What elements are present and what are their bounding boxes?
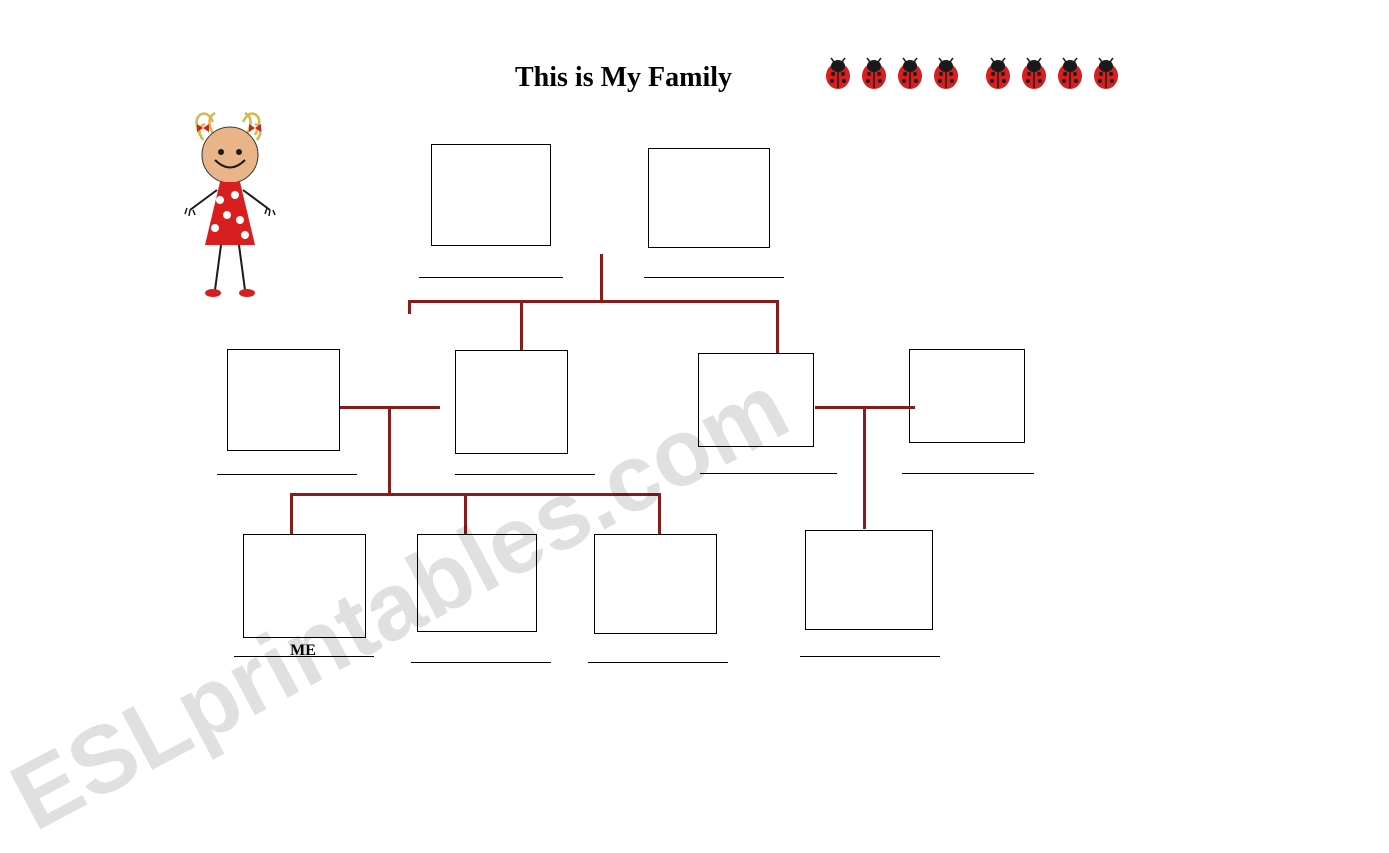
parent-box-4 bbox=[909, 349, 1025, 443]
connector bbox=[290, 493, 293, 534]
child-box-4 bbox=[805, 530, 933, 630]
connector bbox=[388, 406, 391, 495]
connector bbox=[863, 406, 866, 529]
parent-box-2 bbox=[455, 350, 568, 454]
parent-line-4 bbox=[902, 473, 1034, 474]
me-label: ME bbox=[278, 642, 328, 660]
parent-line-1 bbox=[217, 474, 357, 475]
connector bbox=[658, 493, 661, 534]
grandparent-box-2 bbox=[648, 148, 770, 248]
child-box-me bbox=[243, 534, 366, 638]
connector bbox=[776, 300, 779, 353]
grandparent-line-1 bbox=[419, 277, 563, 278]
grandparent-box-1 bbox=[431, 144, 551, 246]
connector bbox=[408, 300, 778, 303]
parent-line-3 bbox=[700, 473, 837, 474]
family-tree-diagram: ME bbox=[0, 0, 1389, 838]
child-line-3 bbox=[588, 662, 728, 663]
connector bbox=[520, 300, 523, 350]
connector bbox=[464, 493, 467, 534]
child-line-2 bbox=[411, 662, 551, 663]
connector bbox=[290, 493, 660, 496]
connector bbox=[600, 254, 603, 302]
child-box-3 bbox=[594, 534, 717, 634]
parent-box-1 bbox=[227, 349, 340, 451]
parent-line-2 bbox=[455, 474, 595, 475]
grandparent-line-2 bbox=[644, 277, 784, 278]
connector bbox=[408, 300, 411, 314]
child-box-2 bbox=[417, 534, 537, 632]
parent-box-3 bbox=[698, 353, 814, 447]
child-line-4 bbox=[800, 656, 940, 657]
